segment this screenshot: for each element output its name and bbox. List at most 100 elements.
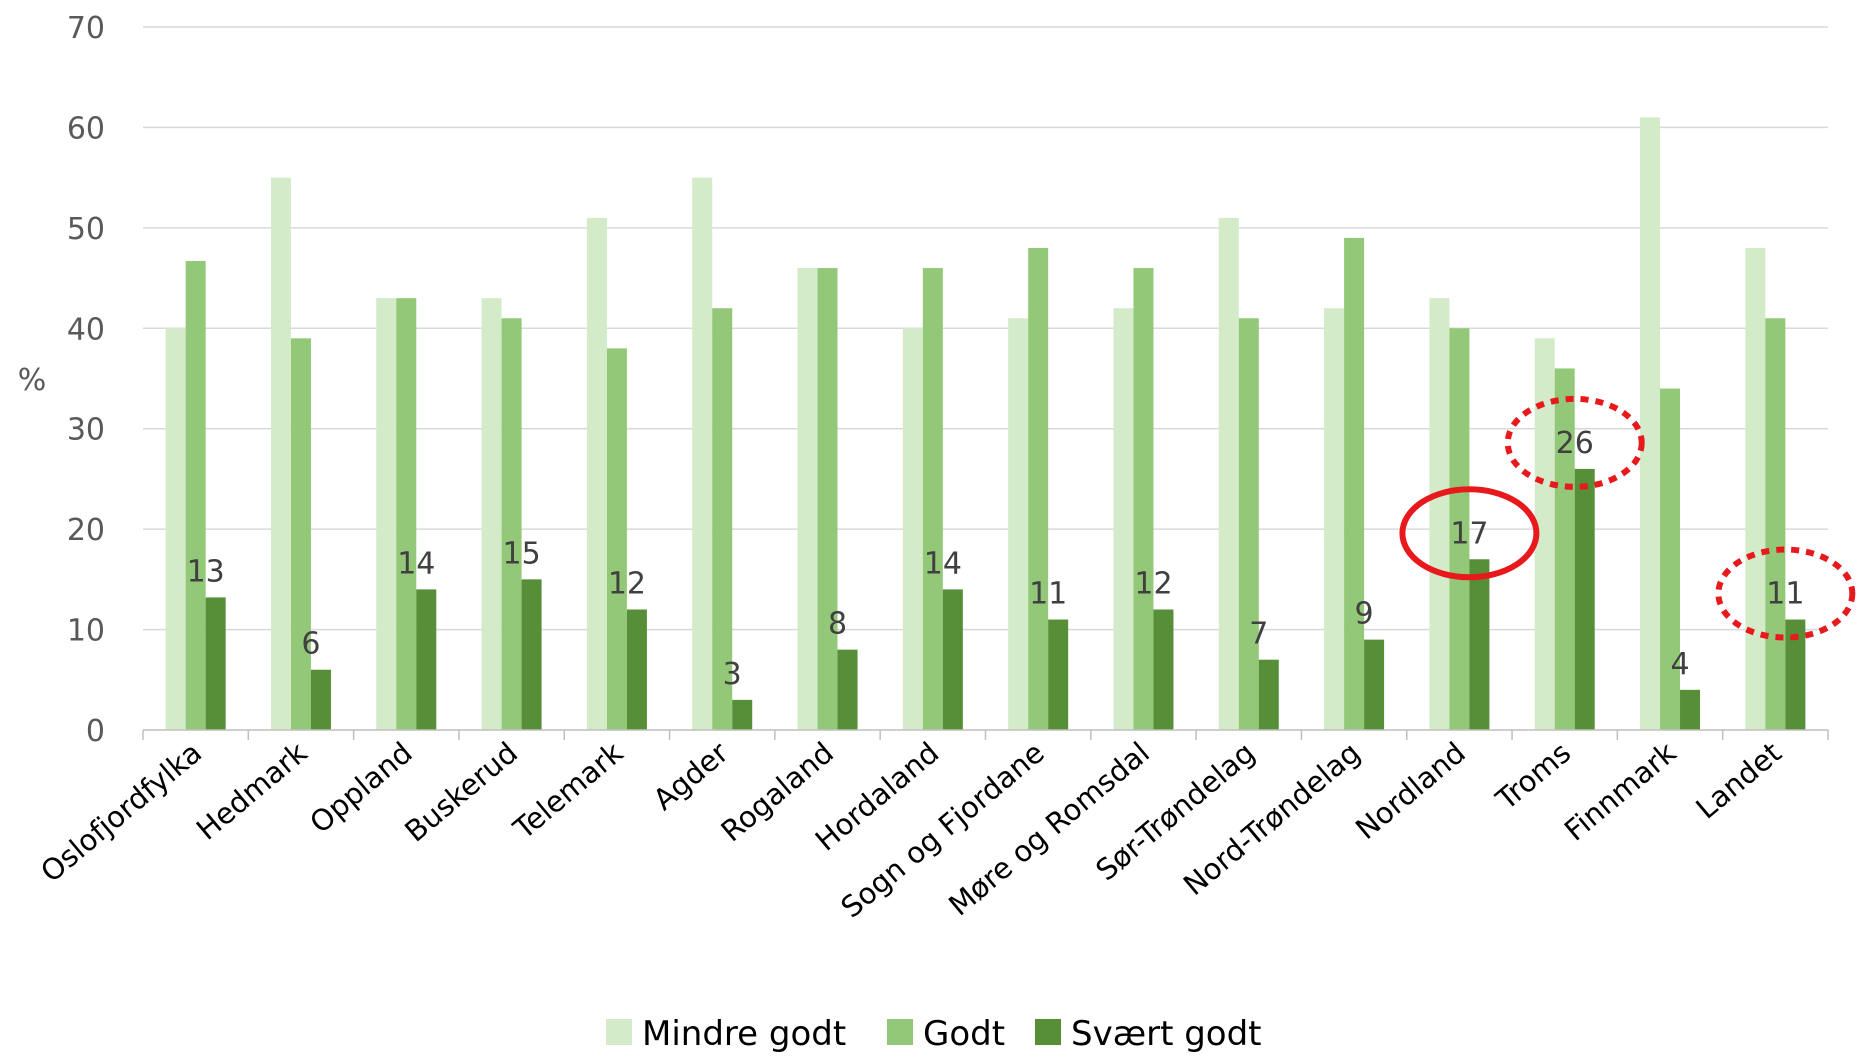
bar-mindre-godt: [902, 328, 923, 730]
category-label: Telemark: [506, 735, 629, 846]
bar-sv-rt-godt: [1364, 639, 1385, 730]
data-label: 13: [187, 554, 225, 589]
category-label: Landet: [1689, 735, 1787, 825]
category-label: Troms: [1489, 735, 1577, 817]
bar-godt: [1133, 268, 1154, 730]
bar-godt: [712, 308, 733, 730]
bar-sv-rt-godt: [837, 649, 858, 730]
y-tick-label: 0: [86, 714, 105, 749]
y-tick-label: 60: [67, 111, 105, 146]
data-label: 7: [1249, 617, 1268, 652]
bar-sv-rt-godt: [1680, 689, 1701, 730]
y-axis-label: %: [18, 363, 47, 398]
category-label: Oslofjordfylka: [34, 735, 208, 889]
legend-label: Mindre godt: [642, 1014, 846, 1054]
bar-godt: [290, 338, 311, 730]
highlight-circle: [1715, 546, 1856, 641]
data-label: 15: [503, 536, 541, 571]
category-label: Agder: [647, 735, 735, 817]
bar-mindre-godt: [1429, 298, 1450, 730]
bar-mindre-godt: [165, 328, 186, 730]
bar-mindre-godt: [797, 268, 818, 730]
bar-godt: [922, 268, 943, 730]
bar-godt: [817, 268, 838, 730]
legend-label: Svært godt: [1071, 1014, 1262, 1054]
bar-godt: [185, 260, 206, 730]
bar-sv-rt-godt: [626, 609, 647, 730]
bar-godt: [1660, 388, 1681, 730]
data-label: 12: [608, 566, 646, 601]
category-label: Møre og Romsdal: [942, 735, 1156, 922]
category-labels: OslofjordfylkaHedmarkOpplandBuskerudTele…: [34, 735, 1788, 924]
bar-sv-rt-godt: [310, 669, 331, 730]
legend-label: Godt: [923, 1014, 1005, 1054]
bar-godt: [501, 318, 522, 730]
legend: Mindre godt Godt Svært godt: [606, 1014, 1262, 1054]
bar-sv-rt-godt: [1258, 659, 1279, 730]
bar-godt: [1765, 318, 1786, 730]
y-tick-label: 30: [67, 413, 105, 448]
bar-godt: [606, 348, 627, 730]
bar-mindre-godt: [1324, 308, 1345, 730]
data-labels: 13 6 14 15 12 3 8 14 11 12 7 9 17 26 4 11: [187, 426, 1805, 692]
bar-mindre-godt: [270, 177, 291, 731]
bar-sv-rt-godt: [521, 579, 542, 730]
category-label: Finnmark: [1558, 735, 1683, 847]
bar-mindre-godt: [586, 217, 607, 731]
bar-godt: [1238, 318, 1259, 730]
bar-mindre-godt: [692, 177, 713, 731]
bar-godt: [396, 298, 417, 730]
bar-mindre-godt: [481, 298, 502, 730]
data-label: 26: [1556, 426, 1594, 461]
bar-sv-rt-godt: [416, 589, 437, 730]
category-label: Buskerud: [398, 735, 524, 848]
x-axis: [142, 729, 1829, 740]
legend-swatch: [887, 1019, 913, 1045]
data-label: 3: [723, 657, 742, 692]
highlight-circles: [1399, 395, 1856, 641]
highlight-circle: [1399, 486, 1540, 581]
data-label: 9: [1355, 597, 1374, 632]
bar-sv-rt-godt: [1469, 559, 1490, 730]
y-tick-label: 50: [67, 212, 105, 247]
bar-godt: [1449, 328, 1470, 730]
bar-mindre-godt: [376, 298, 397, 730]
bar-sv-rt-godt: [1574, 468, 1595, 730]
bar-mindre-godt: [1008, 318, 1029, 730]
y-tick-label: 20: [67, 513, 105, 548]
bar-sv-rt-godt: [1785, 619, 1806, 730]
data-label: 12: [1134, 566, 1172, 601]
y-tick-label: 40: [67, 312, 105, 347]
data-label: 8: [828, 607, 847, 642]
category-label: Nordland: [1349, 735, 1472, 846]
legend-swatch: [606, 1019, 632, 1045]
bar-godt: [1028, 247, 1049, 730]
data-label: 17: [1450, 516, 1488, 551]
data-label: 11: [1029, 577, 1067, 612]
data-label: 4: [1670, 647, 1689, 682]
data-label: 6: [301, 627, 320, 662]
legend-swatch: [1035, 1019, 1061, 1045]
data-label: 14: [924, 546, 962, 581]
category-label: Hedmark: [190, 735, 314, 847]
category-label: Nord-Trøndelag: [1177, 735, 1367, 902]
bar-sv-rt-godt: [942, 589, 963, 730]
bar-mindre-godt: [1534, 338, 1555, 730]
bars: [165, 117, 1806, 731]
y-axis-ticks: 0 10 20 30 40 50 60 70: [67, 11, 105, 749]
bar-mindre-godt: [1745, 247, 1766, 730]
bar-sv-rt-godt: [1153, 609, 1174, 730]
bar-mindre-godt: [1218, 217, 1239, 731]
bar-mindre-godt: [1113, 308, 1134, 730]
bar-godt: [1344, 237, 1365, 730]
data-label: 14: [397, 546, 435, 581]
gridlines: [143, 26, 1828, 631]
bar-sv-rt-godt: [1048, 619, 1069, 730]
bar-godt: [1554, 368, 1575, 730]
bar-mindre-godt: [1640, 117, 1661, 730]
highlight-circle: [1504, 395, 1645, 490]
bar-sv-rt-godt: [205, 597, 226, 730]
y-tick-label: 70: [67, 11, 105, 46]
bar-sv-rt-godt: [732, 699, 753, 730]
